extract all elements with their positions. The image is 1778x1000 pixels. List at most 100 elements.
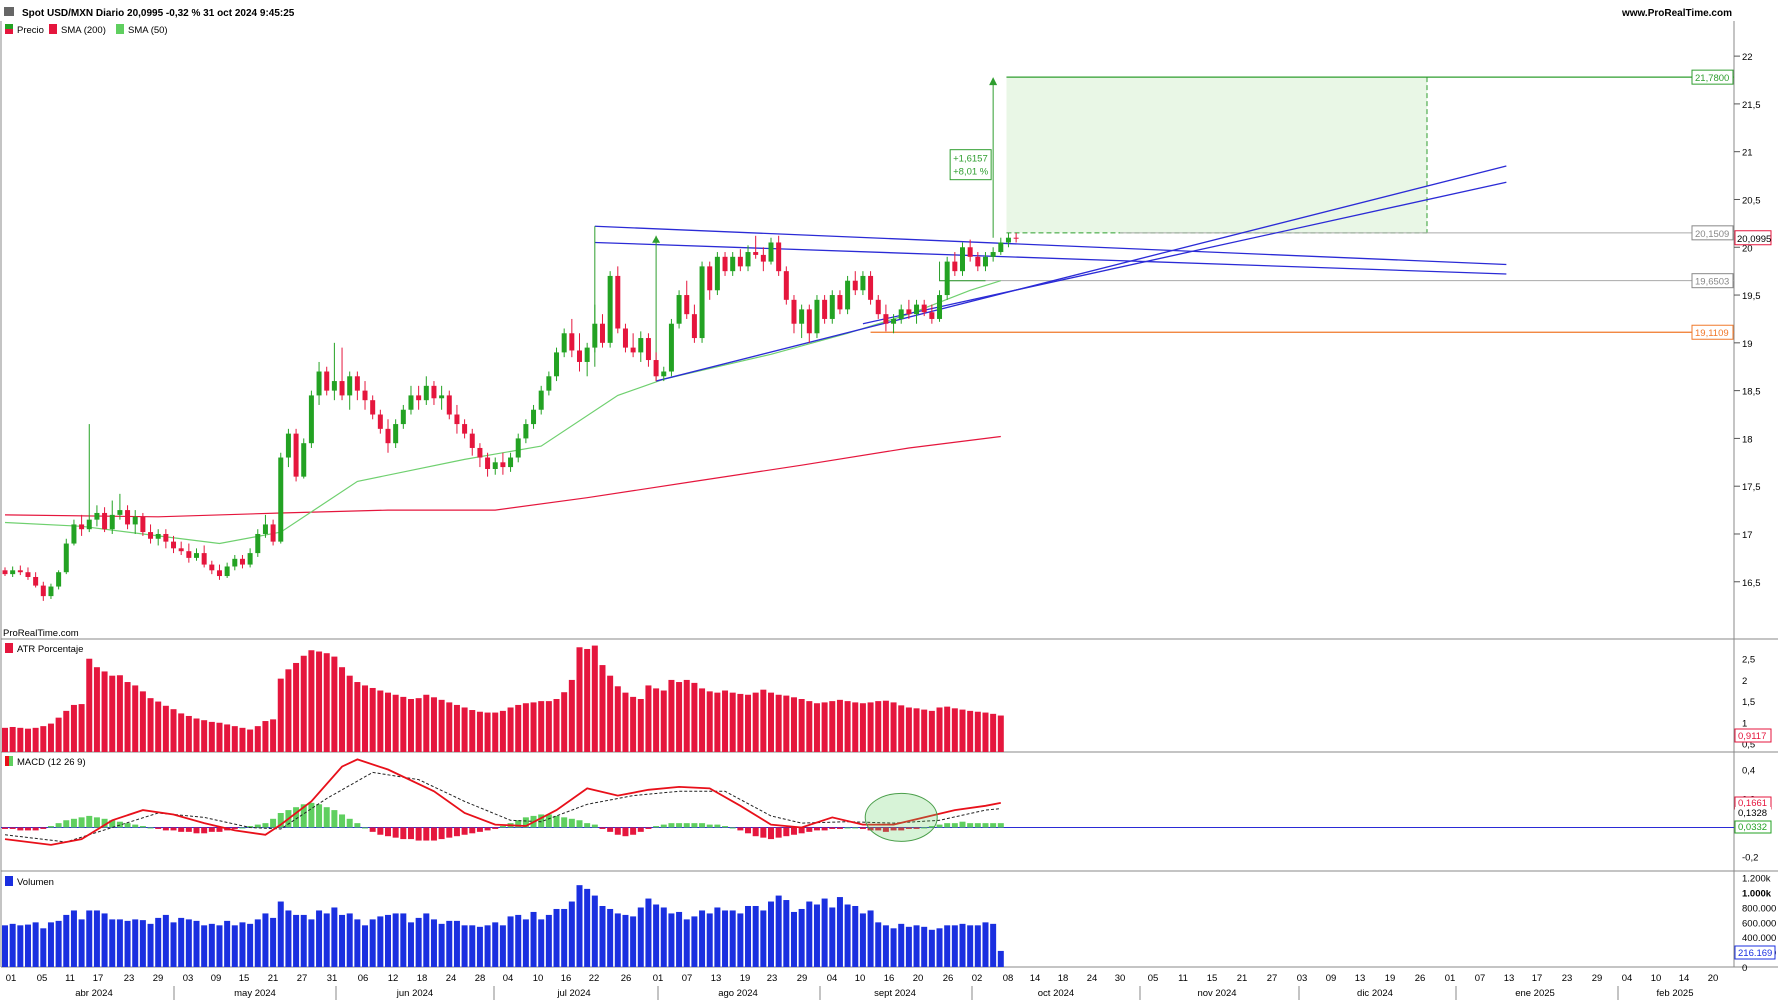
candle-body [339,381,345,396]
volume-bar [139,920,146,967]
candle-body [737,256,743,267]
macd-histogram-bar [400,827,407,840]
macd-histogram-bar [951,823,958,828]
chart-menu-icon[interactable] [4,7,14,16]
volume-bar [775,895,782,967]
volume-panel[interactable]: 0200.000400.000600.000800.0001.000k1.200… [2,874,1776,974]
macd-histogram-bar [430,827,437,841]
x-axis-day: 28 [475,973,486,984]
volume-bar [990,923,997,967]
atr-bar [553,699,560,752]
x-axis-day: 16 [561,973,572,984]
macd-histogram-bar [300,804,307,828]
atr-bar [959,709,966,752]
candle-body [216,570,222,577]
atr-bar [905,707,912,752]
macd-histogram-bar [155,827,162,829]
x-axis-month: jun 2024 [396,988,433,999]
macd-histogram-bar [262,823,269,828]
atr-bar [400,696,407,752]
macd-value-box [1735,807,1771,819]
atr-bar [783,695,790,752]
x-axis-day: 12 [388,973,399,984]
volume-bar [844,904,851,967]
price-axis-tick: 16,5 [1742,578,1761,589]
macd-histogram-bar [607,827,614,832]
volume-bar [224,920,231,967]
x-axis-day: 15 [1207,973,1218,984]
volume-bar [392,913,399,967]
x-axis-day: 01 [6,973,17,984]
atr-bar [63,710,70,752]
macd-histogram-bar [208,827,215,832]
x-axis-day: 05 [1148,973,1159,984]
candle-body [385,428,391,444]
price-panel[interactable]: 16,5 17 17,5 18 18,5 19 19,5 20 20,5 21 21,5 22 +1,6… [2,52,1772,601]
volume-bar [63,914,70,967]
macd-histogram-bar [78,817,85,828]
atr-bar [109,675,116,752]
legend-sma50: SMA (50) [128,25,168,36]
x-axis-day: 07 [1475,973,1486,984]
atr-bar [545,701,552,752]
atr-axis-tick: 0,5 [1742,740,1755,751]
macd-histogram-bar [614,827,621,835]
atr-bar [116,675,123,752]
candle-body [354,376,360,391]
atr-bar [185,715,192,752]
x-axis-day: 23 [1562,973,1573,984]
volume-bar [538,919,545,967]
atr-bar [346,675,353,752]
candle-body [860,275,866,291]
x-axis-day: 02 [972,973,983,984]
atr-bar [86,658,93,752]
macd-histogram-bar [369,827,376,832]
volume-bar [438,923,445,967]
x-axis-day: 26 [621,973,632,984]
volume-bar [951,925,958,967]
x-axis-day: 16 [884,973,895,984]
atr-bar [354,682,361,752]
atr-panel[interactable]: 0,5 1 1,5 2 2,5 0,9117 [2,645,1772,752]
volume-bar [231,925,238,967]
atr-bar [155,701,162,752]
candle-body [707,266,713,291]
macd-histogram-bar [101,818,108,828]
x-axis-month: oct 2024 [1038,988,1074,999]
atr-bar [24,728,31,752]
volume-bar [790,911,797,967]
atr-bar [729,692,736,752]
candle-body [186,551,192,558]
macd-histogram-bar [905,827,912,829]
macd-histogram-bar [362,827,369,829]
candle-body [745,252,751,267]
x-axis-day: 08 [1003,973,1014,984]
atr-bar [882,700,889,752]
price-axis-tick: 20,5 [1742,195,1761,206]
candle-body [33,576,39,586]
x-axis-day: 11 [1178,973,1188,984]
macd-histogram-bar [722,826,729,828]
atr-bar [231,726,238,752]
macd-histogram-bar [997,823,1004,828]
candle-body [316,371,322,396]
volume-bar [653,904,660,967]
legend-precio: Precio [17,25,44,36]
lower-trendline-b [862,181,1507,325]
volume-bar [676,911,683,967]
site-url[interactable]: www.ProRealTime.com [1621,8,1732,19]
atr-bar [584,648,591,752]
volume-bar [461,925,468,967]
x-axis-day: 13 [1504,973,1515,984]
macd-histogram-bar [270,818,277,828]
candle-body [400,409,406,425]
atr-bar [293,662,300,752]
atr-bar [201,720,208,752]
macd-histogram-bar [93,817,100,828]
volume-bar [660,907,667,967]
candle-body [584,347,590,362]
volume-bar [331,907,338,967]
candle-body [883,314,889,324]
